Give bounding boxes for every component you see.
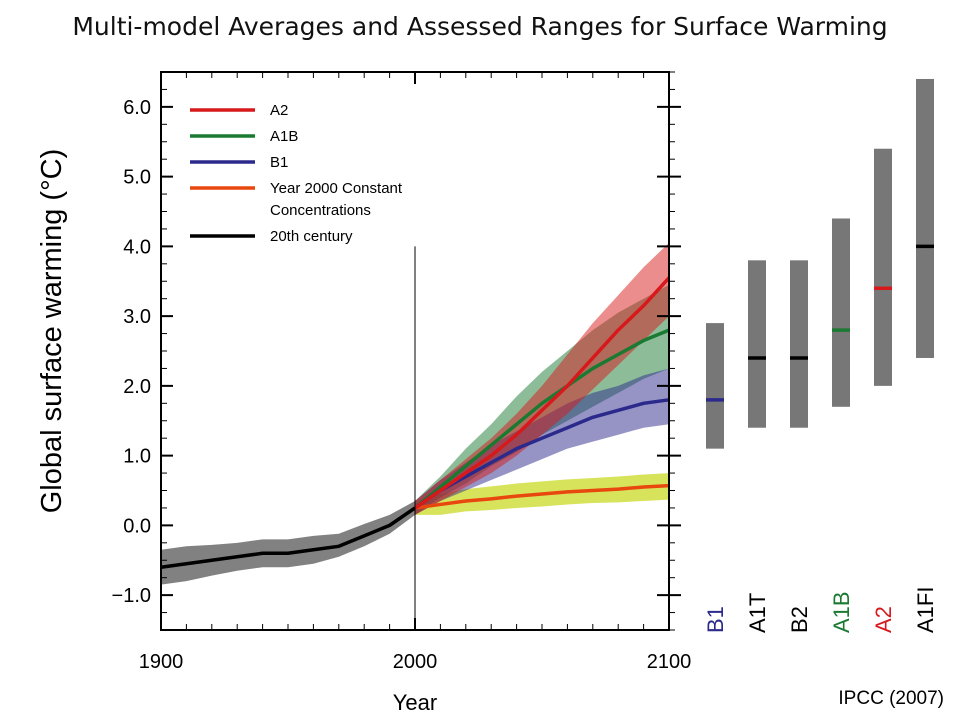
legend-label: A2 bbox=[270, 102, 288, 119]
ytick-label: 0.0 bbox=[123, 515, 151, 537]
range-bar-a2 bbox=[874, 148, 892, 386]
bar-label-a1b: A1B bbox=[829, 591, 854, 633]
ytick-label: −1.0 bbox=[112, 585, 151, 607]
ytick-label: 5.0 bbox=[123, 167, 151, 189]
line-b1 bbox=[414, 398, 670, 510]
ytick-label: 4.0 bbox=[123, 236, 151, 258]
x-axis-title: Year bbox=[393, 690, 437, 715]
legend-label: A1B bbox=[270, 128, 298, 145]
scenario-range-bars: B1 A1T B2 A1B A2 A1FI bbox=[703, 78, 938, 633]
line-constant bbox=[414, 483, 670, 510]
legend-label-line2: Concentrations bbox=[270, 202, 371, 219]
line-a1b bbox=[413, 328, 670, 510]
series-lines bbox=[160, 276, 671, 569]
range-bar-b1 bbox=[706, 323, 724, 449]
ytick-label: 6.0 bbox=[123, 97, 151, 119]
range-bar-a1t bbox=[748, 260, 766, 428]
bar-label-a1fi: A1FI bbox=[913, 587, 938, 633]
band-20th bbox=[161, 500, 415, 585]
legend: A2 A1B B1 Year 2000 Constant Concentrations 2… bbox=[190, 102, 403, 245]
bar-label-a2: A2 bbox=[871, 606, 896, 633]
ytick-label: 3.0 bbox=[123, 306, 151, 328]
range-bar-a1b bbox=[832, 218, 850, 407]
legend-label: B1 bbox=[270, 154, 288, 171]
legend-label: Year 2000 Constant bbox=[270, 180, 403, 197]
bar-label-b1: B1 bbox=[703, 606, 728, 633]
y-axis-title: Global surface warming (°C) bbox=[36, 149, 68, 514]
range-bar-b2 bbox=[790, 260, 808, 428]
line-a2 bbox=[414, 276, 671, 510]
range-bar-a1fi bbox=[916, 78, 934, 358]
source-credit: IPCC (2007) bbox=[838, 688, 944, 709]
ytick-label: 2.0 bbox=[123, 376, 151, 398]
band-a2 bbox=[415, 242, 669, 515]
legend-label: 20th century bbox=[270, 228, 353, 245]
xtick-label: 2000 bbox=[393, 651, 438, 673]
bar-label-b2: B2 bbox=[787, 606, 812, 633]
bar-label-a1t: A1T bbox=[745, 593, 770, 633]
axis-labels: Year Global surface warming (°C) bbox=[36, 149, 437, 715]
axis-ticks: −1.0 0.0 1.0 2.0 3.0 4.0 5.0 6.0 1900 2000 2100 bbox=[112, 71, 692, 673]
chart-title: Multi-model Averages and Assessed Ranges… bbox=[72, 12, 888, 41]
xtick-label: 2100 bbox=[647, 651, 692, 673]
xtick-label: 1900 bbox=[139, 651, 184, 673]
line-20th bbox=[160, 506, 416, 569]
ytick-label: 1.0 bbox=[123, 446, 151, 468]
